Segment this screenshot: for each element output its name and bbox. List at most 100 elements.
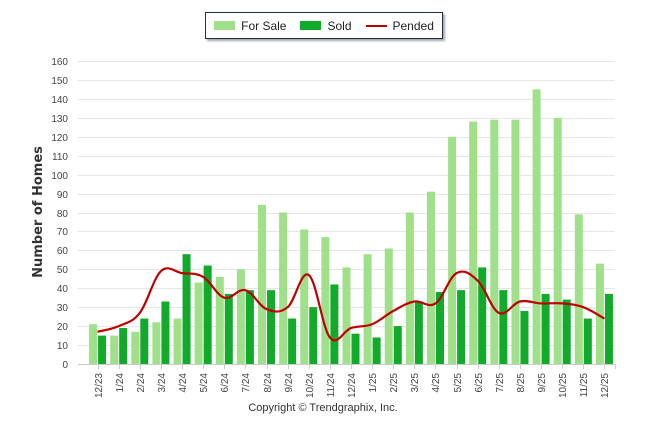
for-sale-bar[interactable]	[152, 322, 161, 364]
bars	[89, 89, 613, 364]
for-sale-bar[interactable]	[426, 191, 435, 364]
for-sale-bar[interactable]	[173, 318, 182, 364]
x-tick-label: 6/25	[474, 373, 485, 393]
x-tick-label: 3/24	[157, 373, 168, 393]
x-axis-ticks: 12/23 1/24 2/24 3/24 4/24 5/24 6/24 7/24 8/24 9/2…	[78, 364, 616, 398]
legend-item-pended[interactable]: Pended	[365, 18, 434, 33]
for-sale-bar[interactable]	[131, 331, 140, 364]
sold-bar[interactable]	[457, 290, 466, 364]
for-sale-bar[interactable]	[110, 335, 119, 364]
for-sale-bar[interactable]	[215, 276, 224, 364]
for-sale-bar[interactable]	[595, 263, 604, 364]
for-sale-bar[interactable]	[300, 229, 309, 364]
x-tick-label: 9/24	[284, 373, 295, 393]
for-sale-bar[interactable]	[553, 117, 562, 364]
sold-bar[interactable]	[499, 290, 508, 364]
for-sale-bar[interactable]	[279, 212, 288, 365]
sold-bar[interactable]	[583, 318, 592, 364]
y-axis-ticks: 0 10 20 30 40 50 60 70 80 90 100 110 120 130 140 150 160	[51, 57, 68, 371]
for-sale-bar[interactable]	[363, 254, 372, 364]
for-sale-bar[interactable]	[574, 214, 583, 364]
for-sale-bar[interactable]	[469, 121, 478, 364]
sold-bar[interactable]	[562, 299, 571, 364]
legend-item-for-sale[interactable]: For Sale	[214, 19, 286, 33]
sold-bar[interactable]	[414, 301, 423, 364]
y-tick-label: 110	[52, 152, 68, 163]
sold-bar[interactable]	[330, 284, 339, 364]
sold-bar[interactable]	[541, 293, 550, 364]
y-tick-label: 120	[51, 133, 68, 144]
x-tick-label: 4/24	[178, 373, 189, 393]
x-tick-label: 2/25	[389, 373, 400, 393]
sold-bar[interactable]	[435, 292, 444, 364]
for-sale-bar[interactable]	[490, 119, 499, 364]
y-tick-label: 90	[57, 190, 69, 201]
for-sale-bar[interactable]	[342, 267, 351, 364]
sold-bar[interactable]	[182, 254, 191, 364]
x-tick-label: 5/25	[453, 373, 464, 393]
x-tick-label: 11/25	[579, 373, 590, 398]
sold-bar[interactable]	[245, 290, 254, 364]
for-sale-bar[interactable]	[384, 248, 393, 364]
y-tick-label: 150	[51, 76, 68, 87]
copyright: Copyright © Trendgraphix, Inc.	[248, 402, 398, 414]
x-tick-label: 7/25	[495, 373, 506, 393]
x-tick-label: 11/24	[326, 373, 337, 398]
y-tick-label: 0	[62, 360, 68, 371]
for-sale-bar[interactable]	[511, 119, 520, 364]
sold-bar[interactable]	[288, 318, 297, 364]
sold-bar[interactable]	[267, 290, 276, 364]
sold-bar[interactable]	[203, 265, 212, 364]
sold-swatch-icon	[300, 21, 322, 30]
sold-bar[interactable]	[224, 293, 233, 364]
sold-bar[interactable]	[309, 307, 318, 364]
sold-bar[interactable]	[478, 267, 487, 364]
for-sale-bar[interactable]	[321, 237, 330, 364]
for-sale-bar[interactable]	[89, 324, 98, 364]
y-tick-label: 50	[57, 265, 69, 276]
x-tick-label: 9/25	[537, 373, 548, 393]
legend-item-sold[interactable]: Sold	[300, 18, 352, 33]
sold-bar[interactable]	[161, 301, 170, 364]
x-tick-label: 5/24	[199, 373, 210, 393]
y-tick-label: 10	[57, 341, 69, 352]
sold-bar[interactable]	[140, 318, 149, 364]
sold-bar[interactable]	[393, 326, 402, 364]
for-sale-bar[interactable]	[448, 136, 457, 364]
y-tick-label: 40	[57, 284, 69, 295]
sold-bar[interactable]	[351, 333, 360, 364]
sold-bar[interactable]	[372, 337, 381, 364]
for-sale-bar[interactable]	[532, 89, 541, 364]
for-sale-bar[interactable]	[236, 269, 245, 364]
x-tick-label: 8/25	[516, 373, 527, 393]
y-tick-label: 60	[57, 246, 69, 257]
x-tick-label: 4/25	[431, 373, 442, 393]
legend-label-pended: Pended	[392, 18, 434, 33]
y-tick-label: 70	[57, 227, 69, 238]
y-axis-label: Number of Homes	[31, 146, 46, 278]
for-sale-bar[interactable]	[258, 204, 267, 364]
x-tick-label: 10/25	[558, 373, 569, 398]
x-tick-label: 12/24	[347, 373, 358, 398]
for-sale-bar[interactable]	[194, 282, 203, 364]
x-tick-label: 7/24	[241, 373, 252, 393]
x-tick-label: 12/25	[600, 373, 611, 398]
sold-bar[interactable]	[520, 310, 529, 364]
x-tick-label: 2/24	[136, 373, 147, 393]
x-tick-label: 1/24	[115, 373, 126, 393]
x-tick-label: 10/24	[305, 373, 316, 398]
legend-label-sold: Sold	[327, 18, 352, 33]
x-tick-label: 6/24	[220, 373, 231, 393]
sold-bar[interactable]	[98, 335, 107, 364]
y-tick-label: 100	[51, 171, 68, 182]
sold-bar[interactable]	[604, 293, 613, 364]
legend-label-for-sale: For Sale	[241, 18, 287, 33]
y-tick-label: 20	[57, 322, 69, 333]
pended-line-icon	[365, 24, 387, 27]
x-tick-label: 3/25	[410, 373, 421, 393]
sold-bar[interactable]	[119, 328, 128, 364]
pended-line-group	[97, 267, 605, 342]
y-tick-label: 160	[51, 57, 68, 68]
for-sale-bar[interactable]	[405, 212, 414, 365]
